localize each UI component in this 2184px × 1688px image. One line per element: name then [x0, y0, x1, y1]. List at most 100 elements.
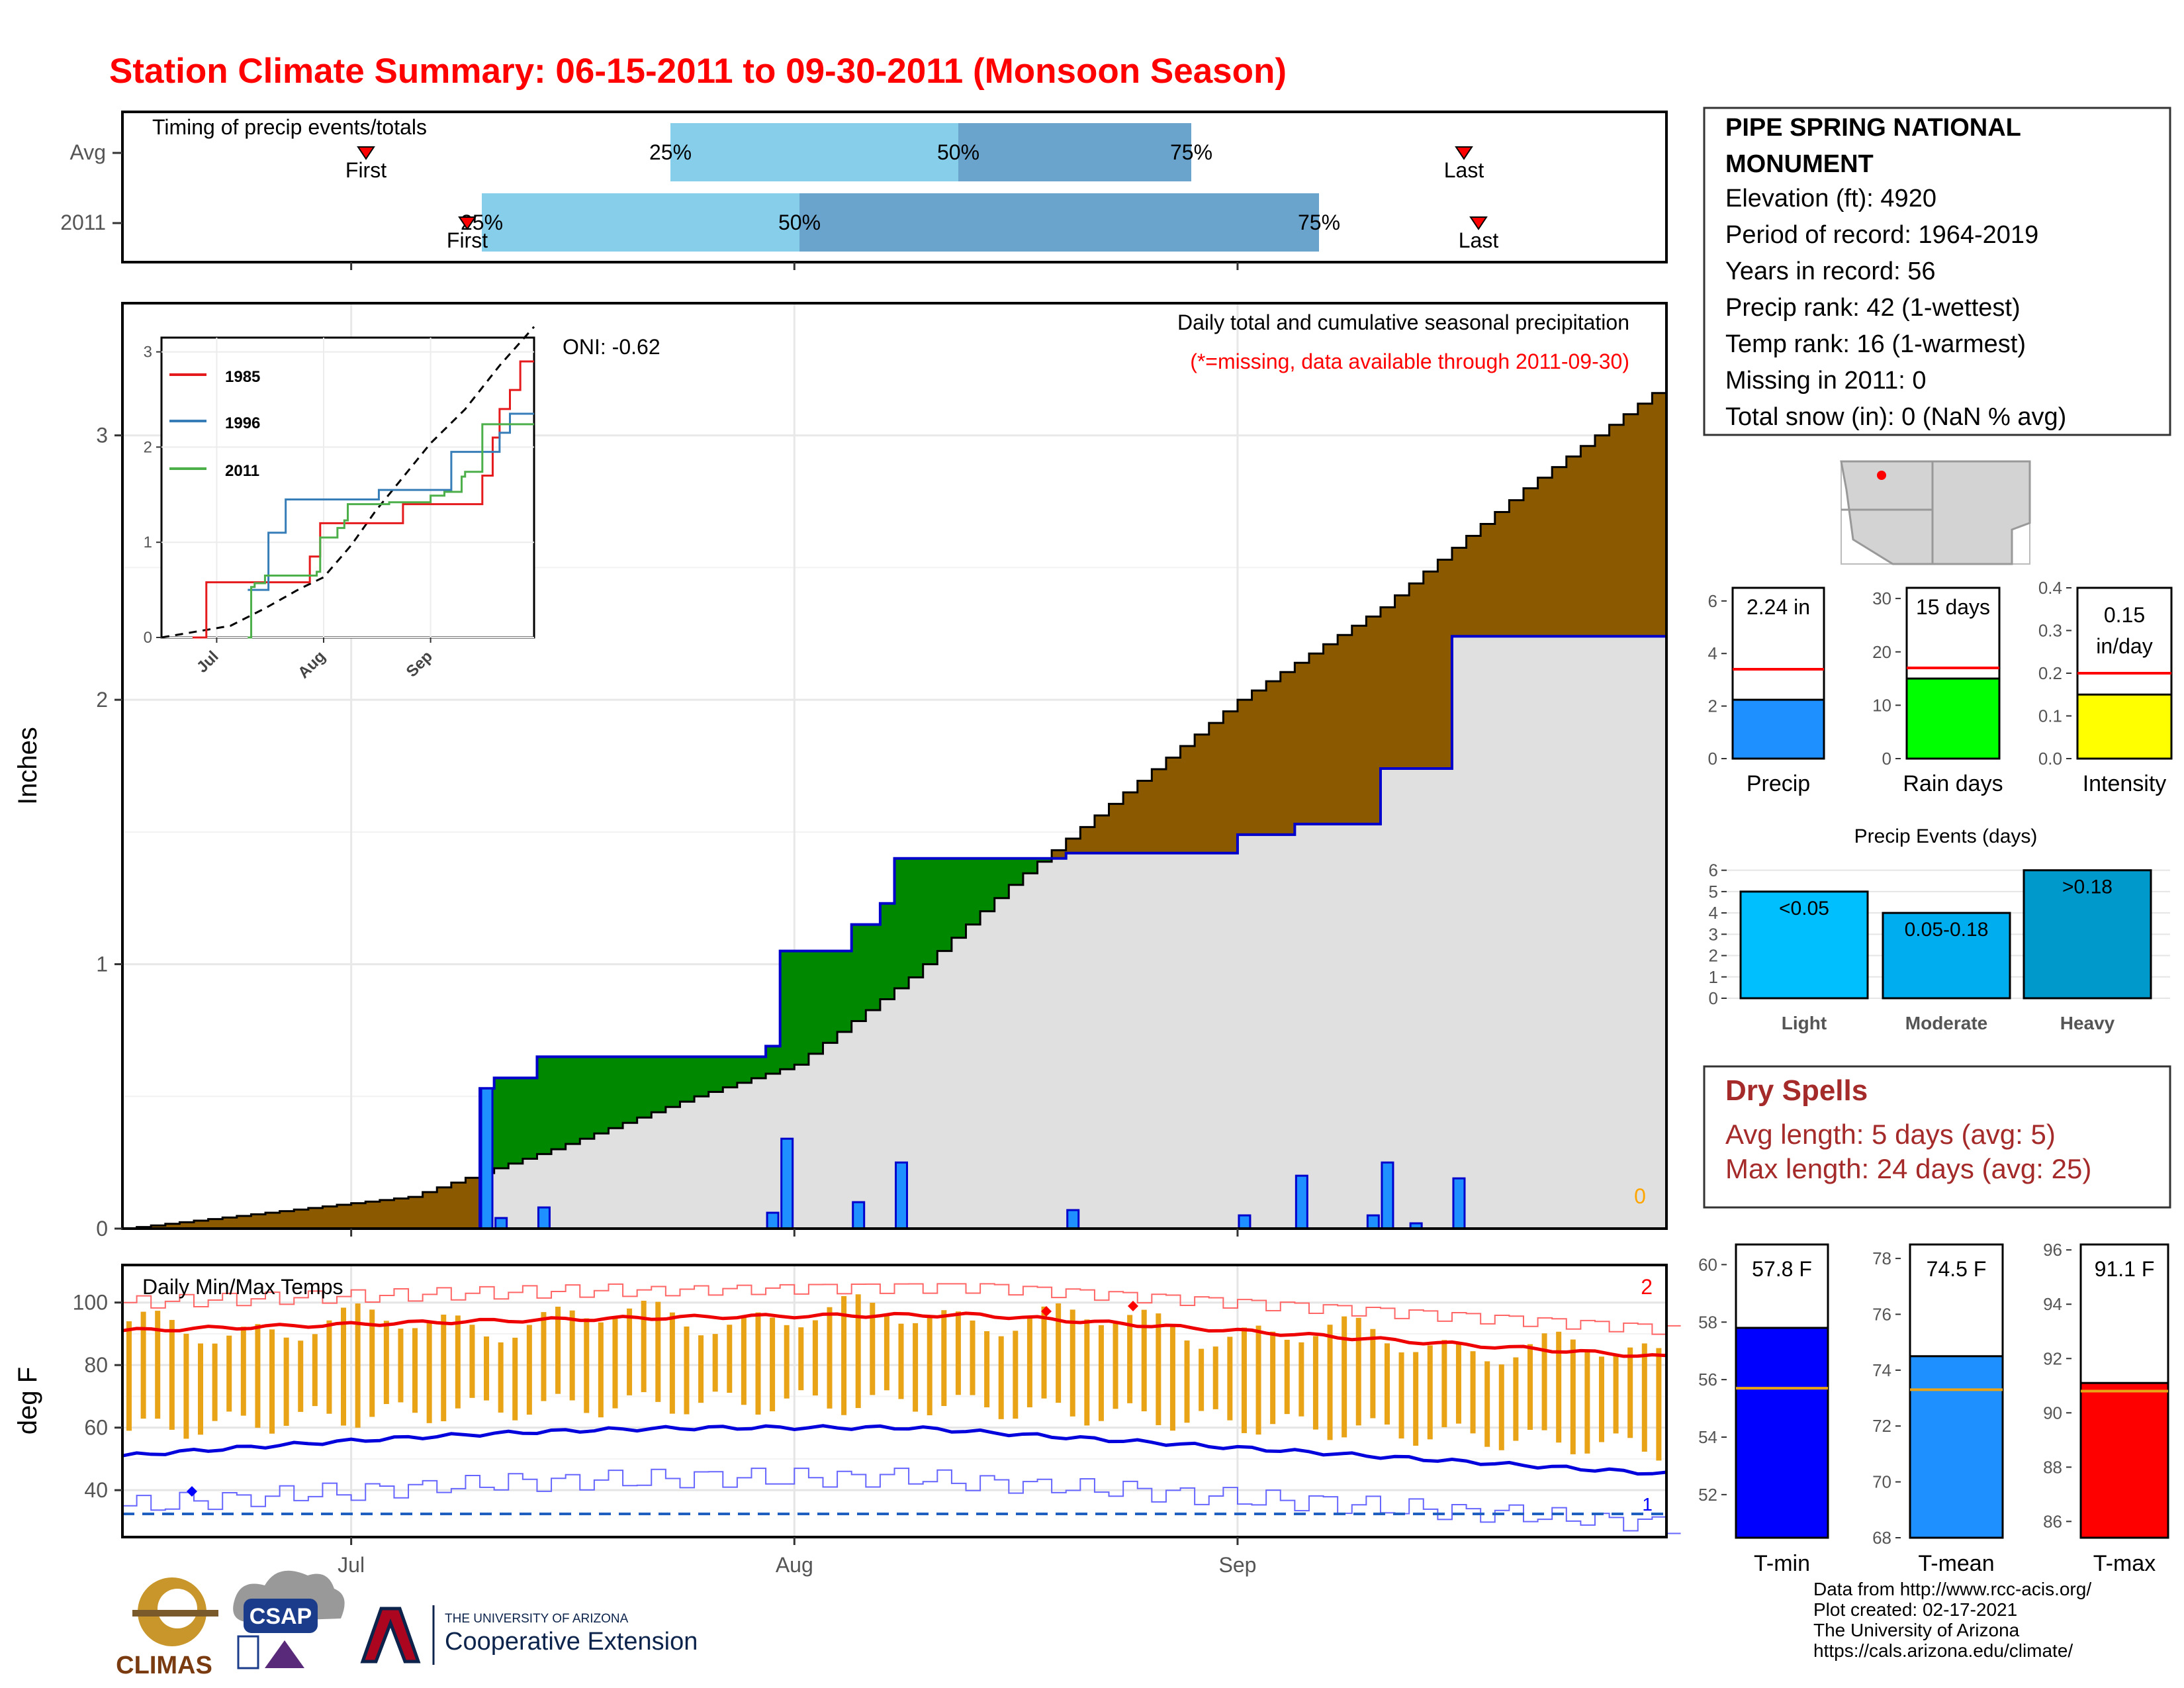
daily-temp-bar [1312, 1336, 1318, 1430]
precip-y-tick-label: 4 [1708, 643, 1717, 663]
inset-series-1996 [248, 412, 534, 591]
daily-temp-bar [312, 1334, 318, 1407]
daily-precip-bar [852, 1201, 866, 1230]
y2011-p75-label: 75% [1298, 211, 1340, 234]
locator-map [1840, 460, 2031, 565]
daily-temp-bar [1527, 1344, 1533, 1430]
precip-event-bar [1739, 890, 1869, 1000]
daily-temp-bar [770, 1317, 776, 1411]
inset-frame [160, 336, 535, 639]
daily-temp-bar [383, 1321, 389, 1405]
above-avg-area [480, 858, 1052, 1174]
daily-precip-bar [1452, 1177, 1466, 1230]
daily-temp-bar [1069, 1309, 1075, 1417]
precip-value-label: 2.24 in [1747, 595, 1810, 619]
csap-logo: CSAP [233, 1570, 345, 1669]
precip-events-chart: Precip Events (days) <0.05 Light 0.05-0.18… [1709, 825, 2170, 1033]
temp-ylabel: deg F [13, 1367, 42, 1434]
events-y-tick-label: 4 [1709, 903, 1718, 923]
daily-temp-bar [441, 1314, 447, 1422]
main-y-tick-label: 0 [96, 1217, 108, 1241]
dry-spells-avg: Avg length: 5 days (avg: 5) [1725, 1119, 2056, 1150]
daily-temp-bar [884, 1315, 889, 1391]
main-caption-missing: (*=missing, data available through 2011-… [1190, 350, 1629, 373]
timing-row-label-2011: 2011 [60, 211, 106, 234]
temp-y-tick-label: 60 [84, 1416, 108, 1440]
daily-temp-bar [1113, 1323, 1118, 1409]
temp-x-ticks: Jul Aug Sep [338, 1537, 1256, 1577]
daily-temp-bar [1026, 1318, 1032, 1407]
daily-temp-bar [155, 1311, 161, 1419]
daily-temp-bar [569, 1310, 575, 1401]
record-low-count: 1 [1642, 1494, 1653, 1515]
daily-temp-bar [698, 1335, 704, 1403]
avg-first-label: First [345, 158, 387, 182]
daily-temp-bar [140, 1311, 146, 1419]
daily-temp-bar [1498, 1364, 1504, 1450]
tmean-y-tick-label: 70 [1872, 1472, 1891, 1492]
intensity-y-tick-label: 0.2 [2038, 663, 2062, 683]
tmin-category-label: T-min [1754, 1551, 1810, 1576]
intensity-value-label-2: in/day [2096, 634, 2152, 658]
precip-event-category: Moderate [1905, 1013, 1987, 1033]
raindays-y-tick-label: 30 [1872, 588, 1891, 608]
station-period: Period of record: 1964-2019 [1725, 221, 2038, 249]
daily-temp-bar [512, 1337, 518, 1421]
daily-temp-bar [941, 1310, 947, 1406]
avg-low-line [122, 1424, 1667, 1476]
precip-event-category: Light [1782, 1013, 1827, 1033]
daily-temp-bar [1355, 1317, 1361, 1426]
daily-temp-bar [612, 1318, 618, 1409]
daily-temp-bar [1370, 1329, 1376, 1419]
y2011-last-label: Last [1459, 228, 1499, 252]
daily-precip-bar [480, 1087, 494, 1230]
intensity-value-label: 0.15 [2104, 603, 2145, 627]
station-precip-rank: Precip rank: 42 (1-wettest) [1725, 294, 2021, 322]
raindays-y-tick-label: 0 [1882, 749, 1891, 769]
daily-precip-bar [1381, 1161, 1394, 1230]
daily-temp-bar [1584, 1350, 1590, 1454]
daily-temp-bar [1598, 1356, 1604, 1442]
avg-first-marker [357, 146, 375, 160]
daily-temp-bar [526, 1325, 532, 1415]
daily-temp-bar [1384, 1343, 1390, 1425]
main-y-tick-label: 3 [96, 424, 108, 447]
ua-logo-line1: THE UNIVERSITY OF ARIZONA [445, 1612, 629, 1626]
inset-y-tick-label: 3 [144, 344, 152, 361]
daily-temp-bar [1627, 1347, 1633, 1438]
events-y-tick-label: 1 [1709, 967, 1718, 987]
daily-temp-bar [1169, 1325, 1175, 1431]
daily-temp-bar [841, 1295, 847, 1415]
y2011-p50-label: 50% [778, 211, 821, 234]
daily-temp-bar [669, 1312, 675, 1414]
daily-temp-bar [798, 1327, 804, 1391]
y2011-timing-bar-late [799, 193, 1319, 252]
daily-temp-bar [584, 1318, 590, 1413]
daily-temp-bar [426, 1321, 432, 1423]
precip-event-category: Heavy [2060, 1013, 2115, 1033]
tmax-y-tick-label: 96 [2043, 1240, 2062, 1260]
daily-temp-bar [827, 1307, 833, 1409]
tmin-y-tick-label: 52 [1698, 1485, 1717, 1505]
record-high-marker [1041, 1306, 1052, 1317]
daily-temp-bar [755, 1312, 761, 1415]
daily-precip-bar [1295, 1174, 1308, 1230]
station-box-frame [1703, 107, 2171, 436]
station-temp-rank: Temp rank: 16 (1-warmest) [1725, 330, 2026, 358]
footer-line-2: Plot created: 02-17-2021 [1813, 1599, 2017, 1620]
daily-temp-bar [355, 1303, 361, 1428]
station-name-2: MONUMENT [1725, 150, 1874, 178]
inset-legend-1996: 1996 [225, 414, 260, 432]
inset-legend-2011: 2011 [225, 462, 259, 480]
daily-temp-bar [1013, 1331, 1019, 1419]
daily-temp-bar [970, 1320, 976, 1395]
daily-precip-bar [780, 1137, 794, 1230]
precip-category-label: Precip [1747, 771, 1810, 796]
main-caption: Daily total and cumulative seasonal prec… [1177, 310, 1629, 334]
daily-temp-bar [198, 1343, 204, 1435]
tmean-value-label: 74.5 F [1927, 1257, 1987, 1281]
daily-precip-bar [494, 1217, 508, 1230]
daily-temp-bar [298, 1340, 304, 1412]
dry-spells-title: Dry Spells [1725, 1074, 1868, 1107]
daily-temp-bar [1413, 1352, 1419, 1446]
